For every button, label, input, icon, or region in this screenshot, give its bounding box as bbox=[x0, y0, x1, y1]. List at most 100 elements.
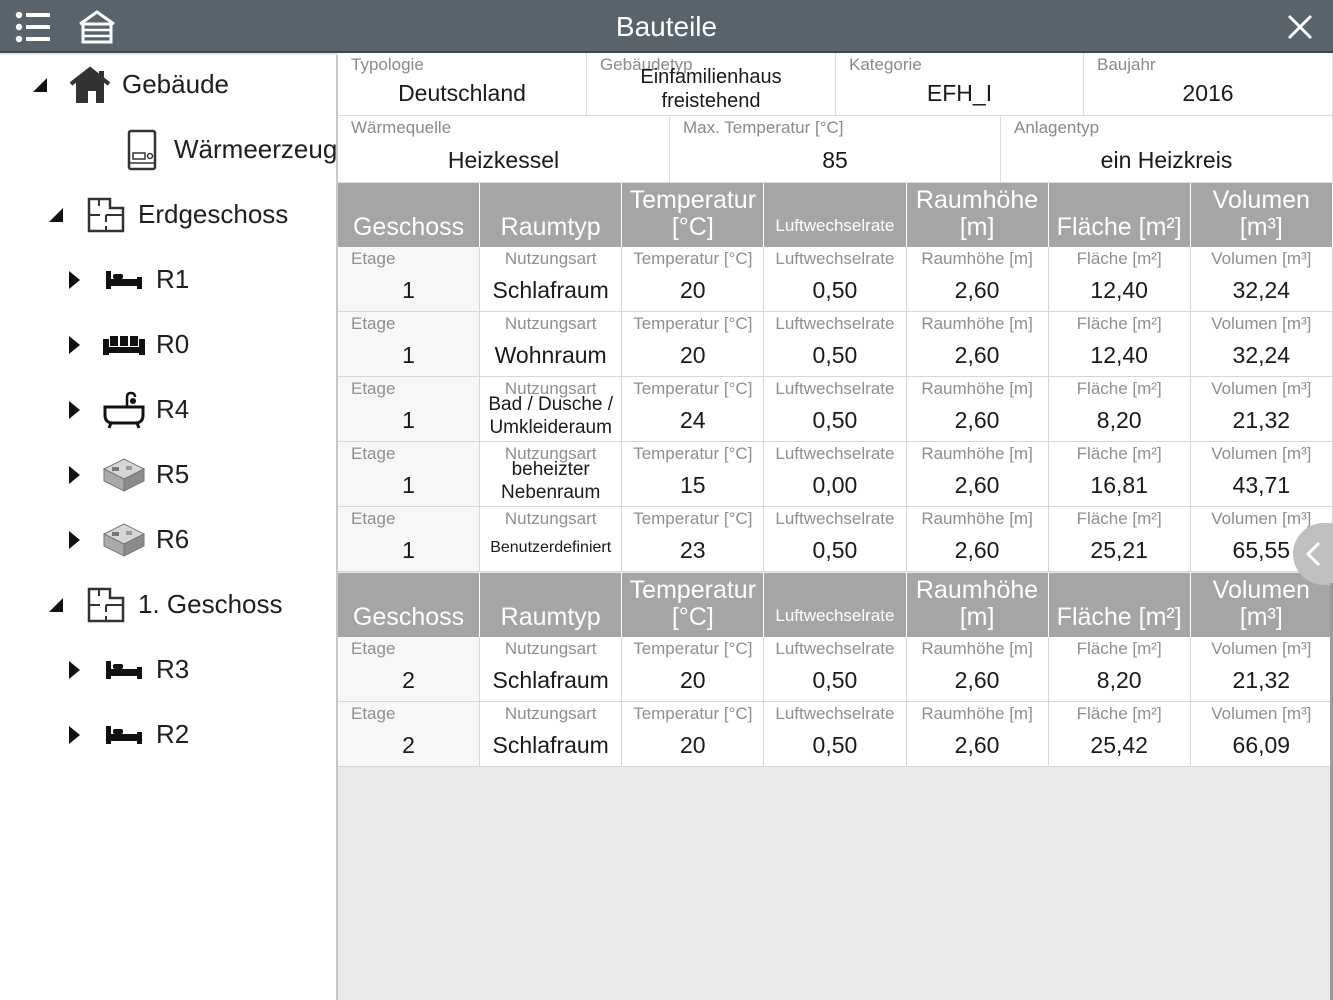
cell-storey[interactable]: Etage 2 bbox=[338, 702, 481, 767]
cell-room-height[interactable]: Raumhöhe [m] 2,60 bbox=[906, 247, 1049, 312]
close-button[interactable] bbox=[1279, 6, 1321, 48]
cell-temperature[interactable]: Temperatur [°C] 20 bbox=[622, 247, 765, 312]
tree-node-label: Erdgeschoss bbox=[138, 199, 289, 229]
cell-air-change-rate[interactable]: Luftwechselrate 0,50 bbox=[764, 637, 907, 702]
bathtub-icon bbox=[100, 388, 148, 432]
info-field[interactable]: Max. Temperatur [°C] 85 bbox=[670, 116, 1001, 183]
cell-value: 2 bbox=[402, 667, 415, 693]
cell-label: Nutzungsart bbox=[504, 314, 597, 333]
collapse-triangle-icon[interactable] bbox=[28, 73, 52, 97]
info-field[interactable]: Anlagentyp ein Heizkreis bbox=[1001, 116, 1333, 183]
cell-room-type[interactable]: Nutzungsart Schlafraum bbox=[480, 702, 623, 767]
cell-label: Etage bbox=[351, 249, 396, 268]
collapse-triangle-icon[interactable] bbox=[44, 593, 68, 617]
cell-volume[interactable]: Volumen [m³] 32,24 bbox=[1190, 312, 1333, 377]
cell-value: 32,24 bbox=[1232, 342, 1291, 368]
tree-node[interactable]: R2 bbox=[62, 702, 189, 767]
info-field[interactable]: Typologie Deutschland bbox=[338, 53, 587, 116]
tree-node[interactable]: R4 bbox=[62, 377, 189, 442]
info-field[interactable]: Wärmequelle Heizkessel bbox=[338, 116, 670, 183]
cell-air-change-rate[interactable]: Luftwechselrate 0,50 bbox=[764, 247, 907, 312]
expand-triangle-icon[interactable] bbox=[62, 398, 86, 422]
cell-room-type[interactable]: Nutzungsart beheizter Nebenraum bbox=[480, 442, 623, 507]
tree-node[interactable]: R5 bbox=[62, 442, 189, 507]
tree-node-label: R6 bbox=[156, 524, 190, 554]
cell-storey[interactable]: Etage 1 bbox=[338, 312, 481, 377]
cell-label: Luftwechselrate bbox=[775, 249, 895, 268]
tree-node[interactable]: Erdgeschoss bbox=[44, 182, 288, 247]
cell-room-type[interactable]: Nutzungsart Schlafraum bbox=[480, 637, 623, 702]
expand-triangle-icon[interactable] bbox=[62, 463, 86, 487]
info-field[interactable]: Gebäudetyp Einfamilienhaus freistehend bbox=[587, 53, 836, 116]
tree-node[interactable]: 1. Geschoss bbox=[44, 572, 283, 637]
scrollbar[interactable] bbox=[1330, 583, 1333, 1000]
cell-air-change-rate[interactable]: Luftwechselrate 0,50 bbox=[764, 702, 907, 767]
cell-room-type[interactable]: Nutzungsart Schlafraum bbox=[480, 247, 623, 312]
bed-icon bbox=[100, 648, 148, 692]
expand-triangle-icon[interactable] bbox=[62, 658, 86, 682]
cell-room-height[interactable]: Raumhöhe [m] 2,60 bbox=[906, 377, 1049, 442]
expand-triangle-icon[interactable] bbox=[62, 333, 86, 357]
cell-storey[interactable]: Etage 1 bbox=[338, 247, 481, 312]
tree-node[interactable]: R1 bbox=[62, 247, 189, 312]
cell-area[interactable]: Fläche [m²] 25,42 bbox=[1048, 702, 1191, 767]
tree-node[interactable]: Wärmeerzeuger bbox=[80, 117, 360, 182]
column-header-storey: Geschoss bbox=[338, 573, 481, 637]
cell-area[interactable]: Fläche [m²] 12,40 bbox=[1048, 247, 1191, 312]
cell-volume[interactable]: Volumen [m³] 43,71 bbox=[1190, 442, 1333, 507]
info-field-label: Kategorie bbox=[849, 55, 922, 74]
cell-room-type[interactable]: Nutzungsart Wohnraum bbox=[480, 312, 623, 377]
cell-area[interactable]: Fläche [m²] 8,20 bbox=[1048, 377, 1191, 442]
cell-label: Raumhöhe [m] bbox=[921, 509, 1033, 528]
cell-room-height[interactable]: Raumhöhe [m] 2,60 bbox=[906, 702, 1049, 767]
cell-room-height[interactable]: Raumhöhe [m] 2,60 bbox=[906, 507, 1049, 572]
cell-area[interactable]: Fläche [m²] 16,81 bbox=[1048, 442, 1191, 507]
info-field[interactable]: Kategorie EFH_I bbox=[836, 53, 1084, 116]
column-header-room-height: Raumhöhe [m] bbox=[906, 573, 1049, 637]
cell-room-type[interactable]: Nutzungsart Bad / Dusche / Umkleideraum bbox=[480, 377, 623, 442]
cell-air-change-rate[interactable]: Luftwechselrate 0,50 bbox=[764, 312, 907, 377]
cell-volume[interactable]: Volumen [m³] 21,32 bbox=[1190, 377, 1333, 442]
collapse-triangle-icon[interactable] bbox=[44, 203, 68, 227]
tree-node[interactable]: Gebäude bbox=[28, 52, 229, 117]
expand-triangle-icon[interactable] bbox=[62, 268, 86, 292]
tree-node[interactable]: R0 bbox=[62, 312, 189, 377]
tree-node[interactable]: R3 bbox=[62, 637, 189, 702]
cell-temperature[interactable]: Temperatur [°C] 23 bbox=[622, 507, 765, 572]
cell-temperature[interactable]: Temperatur [°C] 24 bbox=[622, 377, 765, 442]
cell-area[interactable]: Fläche [m²] 12,40 bbox=[1048, 312, 1191, 377]
cell-storey[interactable]: Etage 1 bbox=[338, 442, 481, 507]
home-button[interactable] bbox=[76, 6, 118, 48]
cell-volume[interactable]: Volumen [m³] 21,32 bbox=[1190, 637, 1333, 702]
cell-area[interactable]: Fläche [m²] 25,21 bbox=[1048, 507, 1191, 572]
cell-storey[interactable]: Etage 1 bbox=[338, 507, 481, 572]
cell-temperature[interactable]: Temperatur [°C] 20 bbox=[622, 312, 765, 377]
cell-air-change-rate[interactable]: Luftwechselrate 0,00 bbox=[764, 442, 907, 507]
tree-node[interactable]: R6 bbox=[62, 507, 189, 572]
cell-room-type[interactable]: Nutzungsart Benutzerdefiniert bbox=[480, 507, 623, 572]
cell-label: Nutzungsart bbox=[504, 444, 597, 463]
menu-button[interactable] bbox=[12, 6, 54, 48]
cell-label: Raumhöhe [m] bbox=[921, 314, 1033, 333]
column-header-volume: Volumen [m³] bbox=[1190, 183, 1333, 247]
cell-volume[interactable]: Volumen [m³] 66,09 bbox=[1190, 702, 1333, 767]
cell-storey[interactable]: Etage 1 bbox=[338, 377, 481, 442]
expand-triangle-icon[interactable] bbox=[62, 723, 86, 747]
cell-temperature[interactable]: Temperatur [°C] 20 bbox=[622, 637, 765, 702]
cell-volume[interactable]: Volumen [m³] 32,24 bbox=[1190, 247, 1333, 312]
cell-air-change-rate[interactable]: Luftwechselrate 0,50 bbox=[764, 377, 907, 442]
cell-area[interactable]: Fläche [m²] 8,20 bbox=[1048, 637, 1191, 702]
cell-room-height[interactable]: Raumhöhe [m] 2,60 bbox=[906, 312, 1049, 377]
cell-value: 12,40 bbox=[1090, 277, 1148, 303]
column-header-air-change-rate: Luftwechselrate bbox=[764, 183, 907, 247]
info-field[interactable]: Baujahr 2016 bbox=[1084, 53, 1333, 116]
cell-air-change-rate[interactable]: Luftwechselrate 0,50 bbox=[764, 507, 907, 572]
cell-value: 2,60 bbox=[954, 277, 1000, 303]
cell-storey[interactable]: Etage 2 bbox=[338, 637, 481, 702]
expand-triangle-icon[interactable] bbox=[62, 528, 86, 552]
cell-room-height[interactable]: Raumhöhe [m] 2,60 bbox=[906, 442, 1049, 507]
cell-room-height[interactable]: Raumhöhe [m] 2,60 bbox=[906, 637, 1049, 702]
cell-temperature[interactable]: Temperatur [°C] 15 bbox=[622, 442, 765, 507]
cell-temperature[interactable]: Temperatur [°C] 20 bbox=[622, 702, 765, 767]
